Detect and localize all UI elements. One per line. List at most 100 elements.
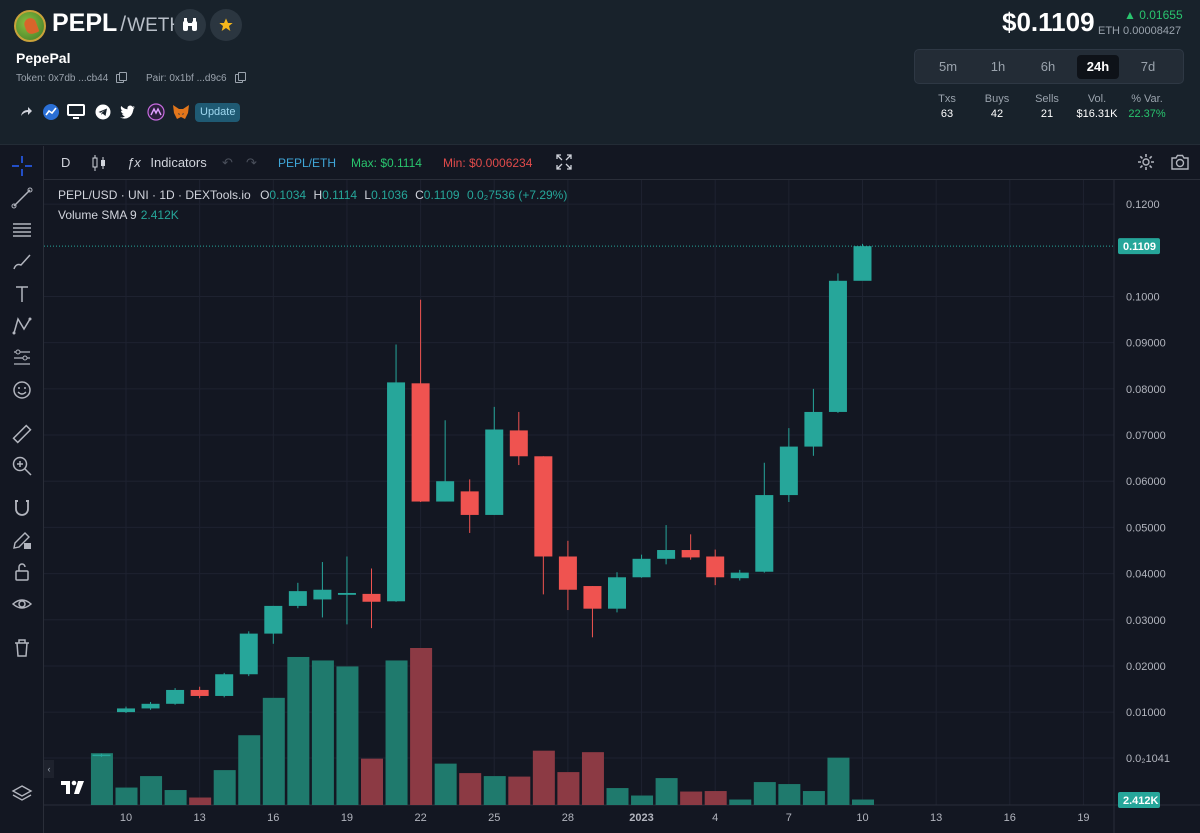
lock-drawing-tool[interactable] [10,528,34,552]
fullscreen-button[interactable] [556,154,572,173]
interval-selector[interactable]: D [61,155,71,170]
undo-button[interactable]: ↶ [222,155,233,171]
candle-body [239,633,258,675]
screenshot-button[interactable] [1170,153,1190,174]
unlock-icon [15,563,29,581]
magnet-icon [15,500,29,516]
pair-title: PEPL / WETH [52,9,183,38]
favorite-button[interactable] [210,9,242,41]
brush-icon [13,254,31,270]
object-tree-tool[interactable] [10,782,34,806]
share-link[interactable] [16,102,36,122]
visibility-tool[interactable] [10,592,34,616]
binoculars-icon [183,18,197,31]
symbol-line: PEPL/USD · UNI · 1D · DEXTools.io [58,188,251,202]
chart-style-button[interactable] [92,154,106,175]
stat-label: % Var. [1131,93,1163,105]
stat-value: 21 [1040,108,1054,120]
volume-bar [827,757,850,805]
volume-bar [189,797,212,805]
stat-sells: Sells 21 [1017,93,1077,120]
volume-bar [213,770,236,805]
volume-label: Volume SMA 9 [58,208,137,222]
stat-variation: % Var. 22.37% [1117,93,1177,120]
pair-address-text: Pair: 0x1bf ...d9c6 [146,73,227,84]
text-icon [16,286,28,302]
volume-bar [606,788,629,805]
magnet-tool[interactable] [10,496,34,520]
pattern-tool[interactable] [10,314,34,338]
quote-symbol: WETH [127,15,184,36]
timeframe-6h[interactable]: 6h [1040,59,1056,74]
candle-body [190,689,209,696]
stat-value: 63 [940,108,954,120]
price-axis-label: 0.07000 [1126,430,1166,442]
min-price-label: Min: $0.0006234 [443,156,533,170]
time-axis-label: 2023 [629,812,653,824]
token-address: Token: 0x7db ...cb44 [16,72,128,84]
twitter-link[interactable] [118,102,138,122]
volume-bar [434,763,457,805]
layers-icon [11,785,33,801]
copy-icon[interactable] [234,72,246,83]
brush-tool[interactable] [10,250,34,274]
timeframe-7d[interactable]: 7d [1140,59,1156,74]
candle-body [828,280,847,412]
indicators-button[interactable]: ƒx Indicators [127,155,207,170]
measure-tool[interactable] [10,422,34,446]
chart-canvas[interactable]: 0.1200 0.1000 0.09000 0.08000 0.07000 0.06000… [44,180,1200,833]
candle-body [681,550,700,558]
telegram-link[interactable] [93,102,113,122]
metamask-link[interactable] [171,102,191,122]
candle-body [387,382,406,602]
timeframe-selector: 5m 1h 6h 24h 7d [914,49,1184,84]
volume-bar [90,753,113,805]
function-icon: ƒx [127,155,141,170]
twitter-icon [120,105,135,119]
volume-bar [581,752,604,805]
timeframe-24h[interactable]: 24h [1077,55,1119,79]
volume-bar [311,660,334,805]
prediction-tool[interactable] [10,346,34,370]
trendline-tool[interactable] [10,186,34,210]
fib-tool[interactable] [10,218,34,242]
redo-icon: ↷ [246,155,257,170]
update-button[interactable]: Update [195,103,241,122]
stat-label: Buys [984,93,1010,105]
expand-icon [556,154,572,170]
stat-txs: Txs 63 [917,93,977,120]
eth-price: ETH 0.00008427 [1098,25,1182,37]
crosshair-tool[interactable] [10,154,34,178]
candle-body [706,556,725,578]
settings-button[interactable] [1137,153,1155,174]
text-tool[interactable] [10,282,34,306]
collapse-toolbar-button[interactable]: ‹ [44,760,54,778]
price-axis-label: 0.08000 [1126,384,1166,396]
candle-body [92,754,111,757]
close-label: C [415,188,424,202]
candle-body [779,446,798,496]
analytics-link[interactable] [146,102,166,122]
timeframe-1h[interactable]: 1h [990,59,1006,74]
emoji-tool[interactable] [10,378,34,402]
timeframe-5m[interactable]: 5m [938,59,958,74]
volume-bar [532,750,555,805]
stat-buys: Buys 42 [967,93,1027,120]
redo-button[interactable]: ↷ [246,155,257,171]
price-axis-label: 0.1200 [1126,199,1160,211]
price-axis-label: 0.04000 [1126,569,1166,581]
candle-body [436,481,455,502]
lock-tool[interactable] [10,560,34,584]
binoculars-button[interactable] [174,9,206,41]
coin-chart-icon [43,104,59,120]
change-value: 0.0₂7536 (+7.29%) [466,188,568,202]
delete-tool[interactable] [10,636,34,660]
zoom-tool[interactable] [10,454,34,478]
price-chart[interactable]: 0.1200 0.1000 0.09000 0.08000 0.07000 0.06000… [44,180,1200,833]
candle-body [411,383,430,502]
ruler-icon [12,424,32,444]
stat-value: 42 [990,108,1004,120]
website-link[interactable] [66,102,86,122]
copy-icon[interactable] [116,72,128,83]
chart-link[interactable] [41,102,61,122]
